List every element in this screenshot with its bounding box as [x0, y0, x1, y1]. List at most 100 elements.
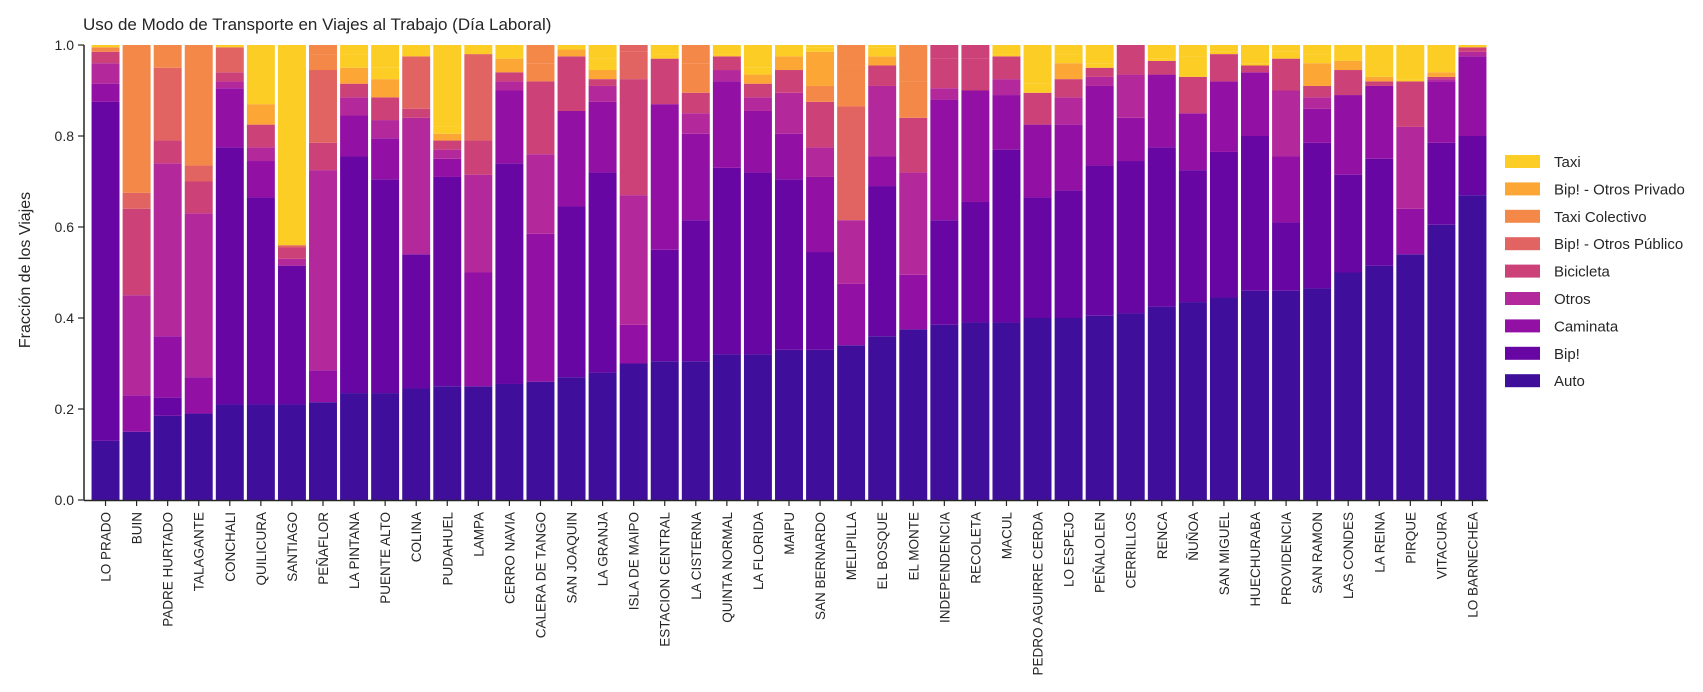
y-tick-label: 0.4	[55, 310, 75, 326]
bar-segment-remainder-38	[1272, 45, 1301, 52]
x-tick-label: LAS CONDES	[1341, 512, 1356, 599]
bar-segment-auto-41	[1365, 265, 1394, 500]
bar-segment-otros-26	[899, 172, 928, 275]
bar-segment-auto-17	[619, 363, 648, 500]
bar-segment-otros-9	[371, 120, 400, 139]
legend-label: Caminata	[1554, 318, 1619, 335]
x-tick-label: MACUL	[1000, 512, 1015, 560]
bar-segment-remainder-21	[743, 45, 772, 68]
bar-segment-taxi-colectivo-1	[122, 45, 151, 193]
bar-segment-bip--6	[277, 265, 306, 405]
y-tick-label: 0.2	[55, 401, 75, 417]
bar-segment-bip-otros-privado-31	[1054, 63, 1083, 80]
bar-segment-auto-36	[1209, 297, 1238, 500]
bar-segment-caminata-8	[340, 115, 369, 157]
bar-segment-auto-30	[1023, 318, 1052, 500]
bar-segment-bicicleta-0	[91, 51, 120, 64]
x-tick-label: SAN RAMON	[1310, 512, 1325, 594]
bar-segment-taxi-10	[402, 45, 431, 57]
bar-segment-bip--36	[1209, 151, 1238, 298]
bar-segment-caminata-20	[712, 81, 741, 168]
chart-title: Uso de Modo de Transporte en Viajes al T…	[83, 15, 551, 34]
bar-segment-bicicleta-38	[1272, 58, 1301, 91]
bar-segment-taxi-11	[433, 126, 462, 134]
bar-segment-taxi-6	[277, 227, 306, 246]
bar-segment-bip-otros-p-blico-24	[837, 106, 866, 221]
bar-segment-otros-42	[1396, 126, 1425, 209]
bar-segment-remainder-36	[1209, 45, 1238, 52]
bar-segment-bicicleta-6	[277, 247, 306, 259]
bar-segment-otros-43	[1427, 79, 1456, 82]
bar-segment-auto-23	[806, 349, 835, 500]
bar-segment-bip--43	[1427, 142, 1456, 225]
bar-segment-remainder-32	[1085, 45, 1114, 64]
bar-segment-bicicleta-13	[495, 72, 524, 82]
bar-segment-taxi-colectivo-14	[526, 63, 555, 82]
bar-segment-auto-21	[743, 354, 772, 500]
bar-segment-caminata-9	[371, 138, 400, 180]
bar-segment-otros-11	[433, 149, 462, 159]
bar-segment-bip--18	[650, 249, 679, 362]
bar-segment-taxi-42	[1396, 79, 1425, 82]
legend-swatch	[1505, 182, 1540, 196]
bar-segment-remainder-16	[588, 45, 617, 59]
legend-swatch	[1505, 319, 1540, 333]
bar-segment-bicicleta-14	[526, 81, 555, 155]
bar-segment-bip--15	[557, 206, 586, 378]
bar-segment-otros-44	[1458, 51, 1487, 57]
legend-label: Bicicleta	[1554, 264, 1611, 281]
axes-group: 0.0 0.2 0.4 0.6 0.8 1.0 LO PRADO BUIN PADRE HURT…	[55, 37, 1488, 676]
x-tick-label: CERRILLOS	[1124, 512, 1139, 589]
bar-segment-taxi-25	[868, 47, 897, 57]
bar-segment-caminata-31	[1054, 124, 1083, 191]
bar-segment-auto-25	[868, 336, 897, 500]
bar-segment-caminata-37	[1241, 72, 1269, 136]
bar-segment-bip-otros-p-blico-3	[184, 165, 213, 182]
bar-segment-caminata-14	[526, 233, 555, 382]
bar-segment-auto-7	[309, 402, 337, 500]
bar-segment-caminata-16	[588, 101, 617, 173]
bar-segment-bip-otros-privado-39	[1303, 63, 1332, 86]
bar-segment-bip-otros-privado-9	[371, 79, 400, 98]
bar-segment-taxi-18	[650, 54, 679, 59]
bar-segment-caminata-4	[215, 88, 244, 148]
bar-segment-bip--32	[1085, 165, 1114, 316]
bar-segment-caminata-24	[837, 283, 866, 346]
bar-segment-bip-otros-privado-5	[246, 104, 275, 125]
x-tick-label: SAN BERNARDO	[813, 512, 828, 620]
bar-segment-bicicleta-42	[1396, 81, 1425, 127]
bar-segment-bip-otros-privado-16	[588, 70, 617, 80]
bar-segment-taxi-20	[712, 54, 741, 57]
bar-segment-caminata-28	[961, 90, 990, 202]
bar-segment-caminata-0	[91, 83, 120, 102]
bar-segment-auto-6	[277, 404, 306, 500]
bar-segment-bip--2	[153, 397, 182, 416]
bar-segment-bicicleta-39	[1303, 85, 1332, 98]
bar-segment-remainder-8	[340, 45, 369, 55]
bar-segment-remainder-6	[277, 45, 306, 227]
bar-segment-otros-12	[464, 174, 493, 273]
bar-segment-taxi-37	[1241, 63, 1269, 66]
x-tick-label: PUDAHUEL	[440, 512, 455, 586]
bar-segment-bicicleta-36	[1209, 54, 1238, 82]
bar-segment-otros-17	[619, 195, 648, 325]
bar-segment-otros-22	[775, 92, 803, 134]
bar-segment-caminata-5	[246, 161, 275, 198]
bar-segment-taxi-colectivo-2	[153, 45, 182, 68]
bar-segment-remainder-37	[1241, 45, 1269, 64]
bar-segment-auto-3	[184, 413, 213, 500]
legend-label: Bip! - Otros Público	[1554, 236, 1683, 253]
y-axis-label: Fracción de los Viajes	[17, 192, 34, 348]
x-tick-label: LA FLORIDA	[751, 512, 766, 590]
bar-segment-otros-32	[1085, 76, 1114, 86]
bar-segment-bicicleta-11	[433, 140, 462, 150]
bar-segment-otros-6	[277, 258, 306, 266]
bar-segment-bicicleta-31	[1054, 79, 1083, 98]
bar-segment-taxi-colectivo-0	[91, 47, 120, 52]
bar-segment-caminata-7	[309, 370, 337, 403]
bar-segment-taxi-32	[1085, 63, 1114, 68]
bar-segment-auto-31	[1054, 318, 1083, 500]
bar-segment-caminata-30	[1023, 124, 1052, 198]
bar-segment-taxi-23	[806, 47, 835, 52]
bar-segment-caminata-23	[806, 176, 835, 253]
